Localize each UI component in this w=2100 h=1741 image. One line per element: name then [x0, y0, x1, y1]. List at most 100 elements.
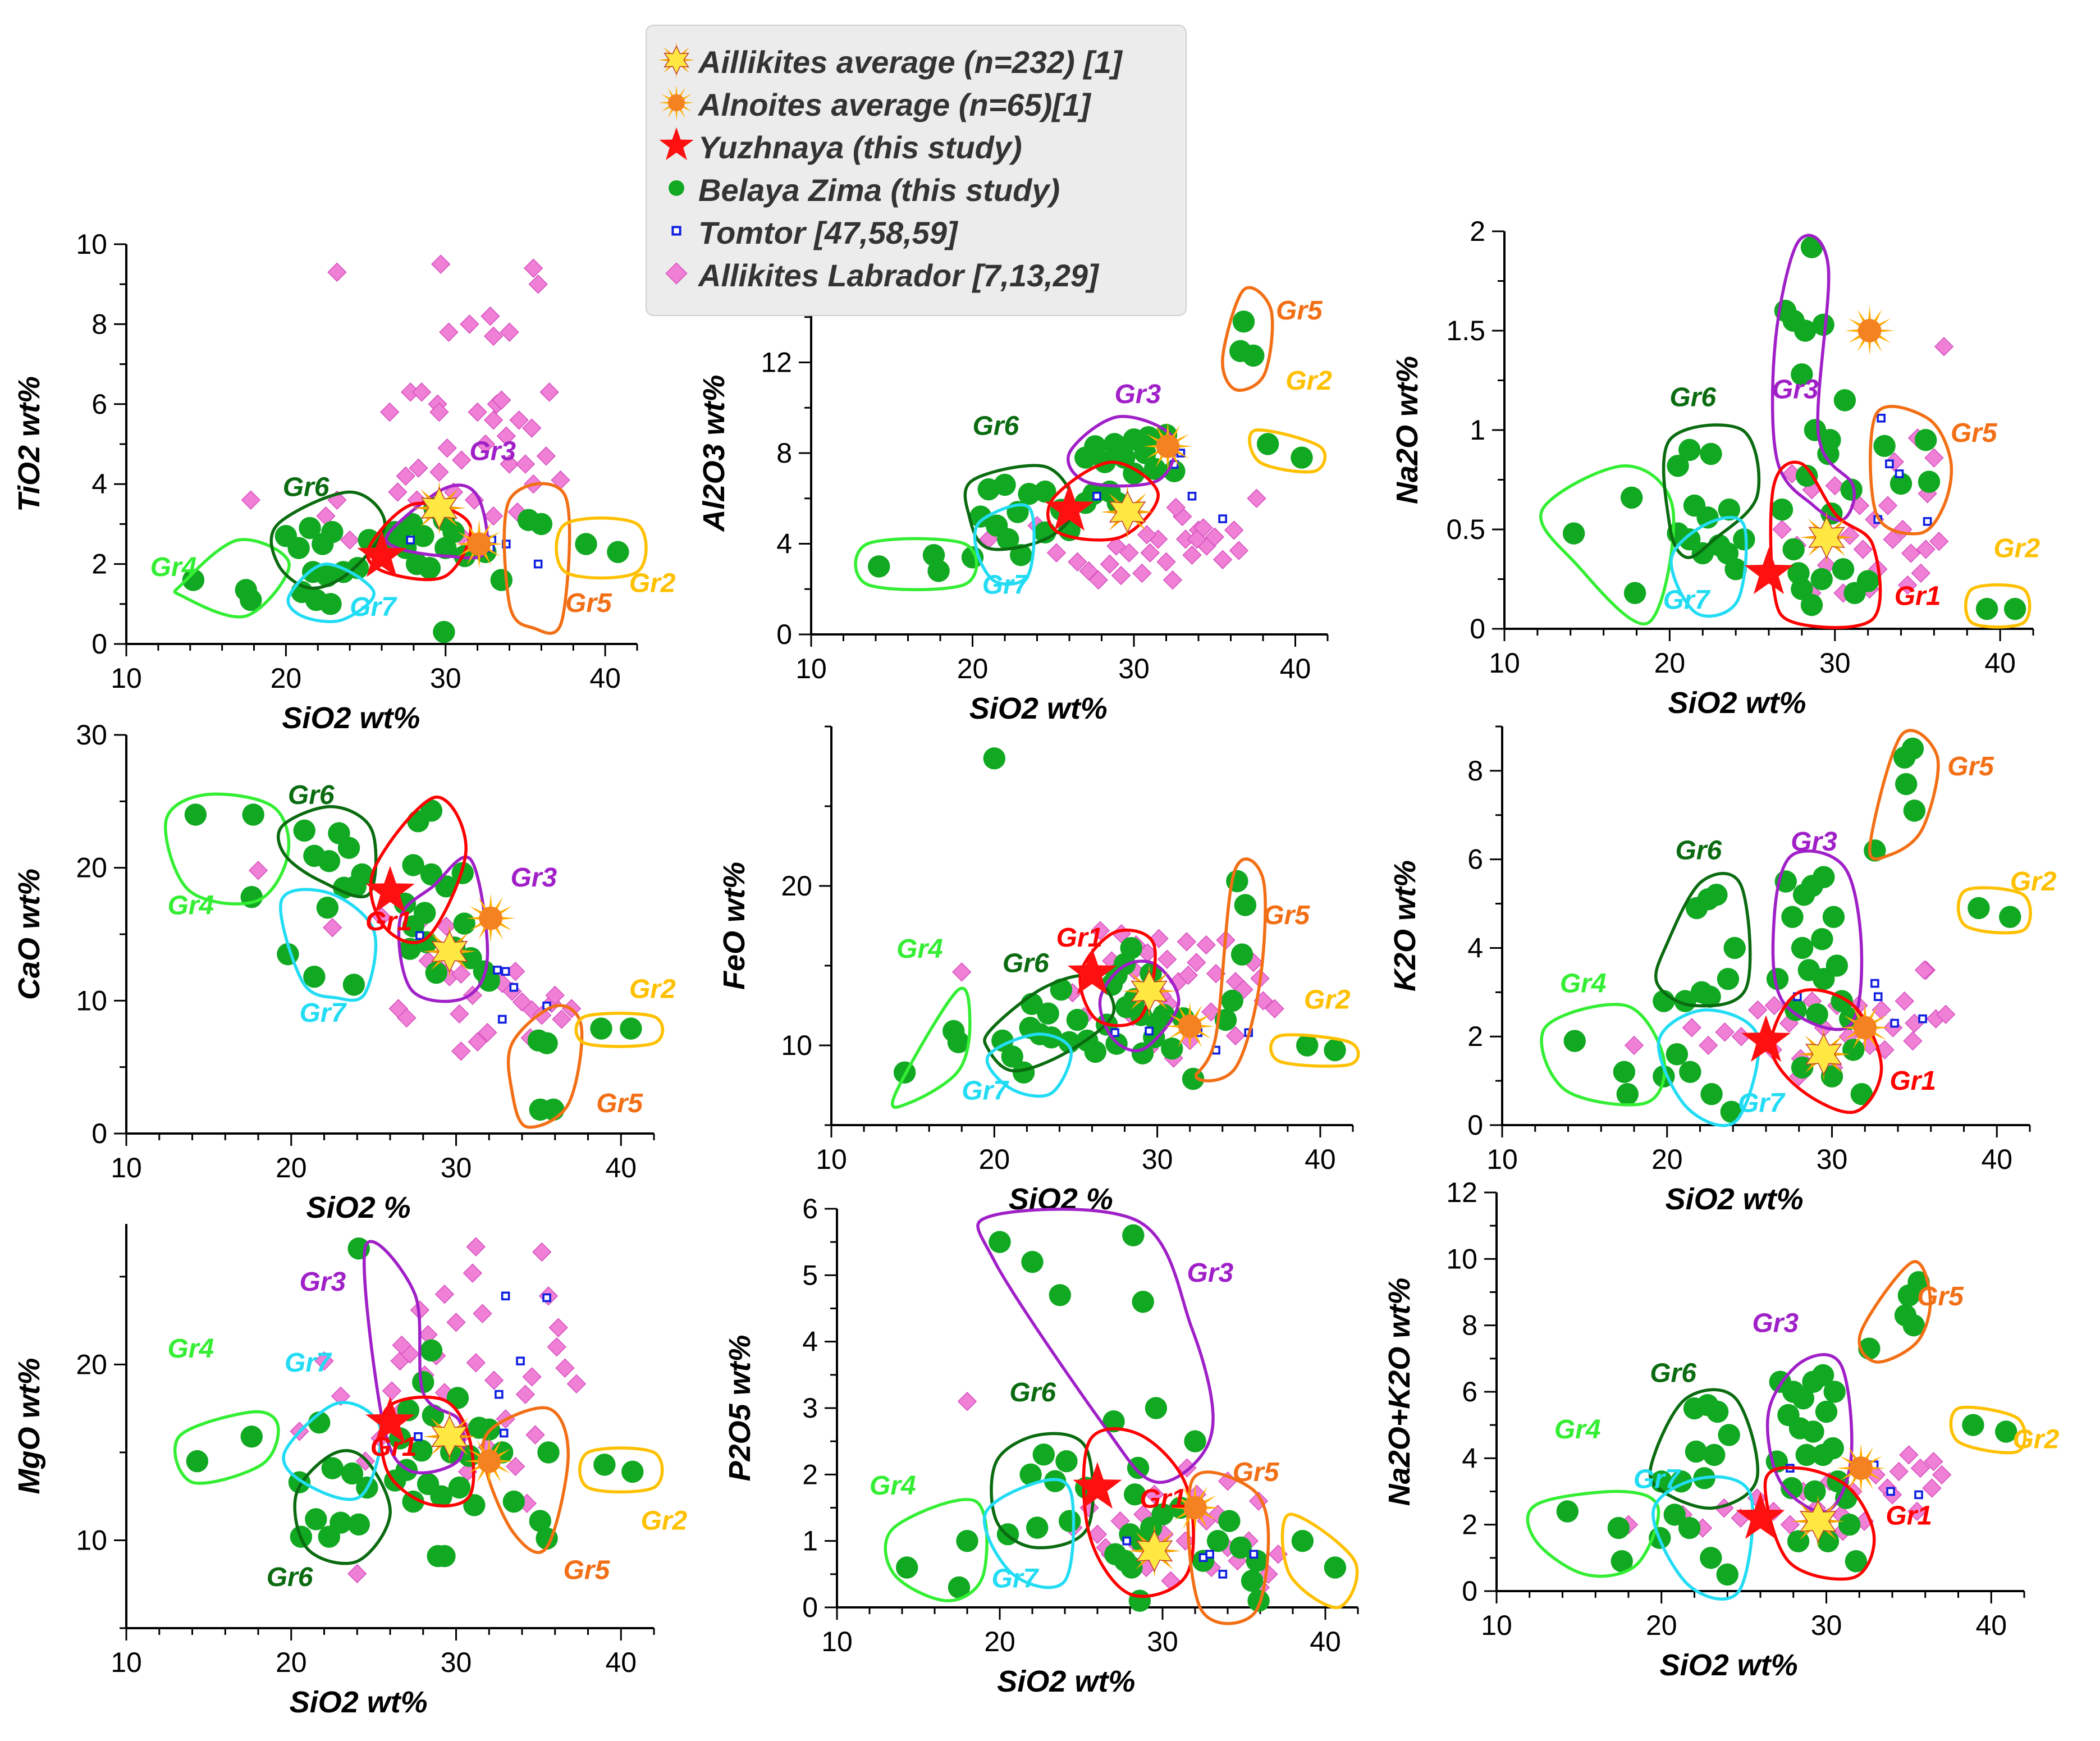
labrador-diamond-marker [1699, 1035, 1718, 1055]
y-tick-label: 0 [1470, 613, 1485, 645]
group-label-gr4: Gr4 [896, 934, 943, 964]
group-label-gr1: Gr1 [1895, 582, 1941, 611]
labrador-diamond-marker [1914, 960, 1934, 980]
aillikite-star-marker [1109, 491, 1146, 533]
group-envelope-gr1 [379, 1395, 475, 1508]
belaya-zima-circle-marker [536, 1032, 558, 1054]
group-envelope-gr7 [1651, 1475, 1755, 1601]
labrador-diamond-marker [483, 410, 504, 430]
x-tick-label: 30 [1811, 1610, 1842, 1641]
labrador-diamond-marker [1907, 1501, 1927, 1521]
belaya-zima-circle-marker [1716, 542, 1739, 565]
labrador-diamond-marker [1111, 565, 1131, 586]
labrador-diamond-marker [1889, 1461, 1909, 1482]
group-label-gr6: Gr6 [973, 412, 1019, 441]
labrador-diamond-marker [548, 1318, 568, 1337]
x-tick-label: 40 [1984, 647, 2016, 679]
belaya-zima-circle-marker [1902, 1314, 1925, 1337]
group-label-gr5: Gr5 [1917, 1282, 1964, 1312]
belaya-zima-circle-marker [184, 803, 207, 826]
belaya-zima-circle-marker [330, 1511, 352, 1534]
belaya-zima-circle-marker [1795, 464, 1818, 487]
aillikite-star-marker [1800, 1500, 1837, 1543]
y-tick-label: 0 [91, 628, 107, 660]
labrador-diamond-marker [1916, 540, 1936, 559]
y-tick-label: 1 [802, 1525, 818, 1557]
y-tick-label: 0 [1467, 1109, 1483, 1141]
group-envelope-gr7 [1657, 1008, 1760, 1127]
labrador-diamond-marker [506, 1456, 525, 1477]
tomtor-square-marker [1187, 491, 1197, 501]
belaya-zima-circle-marker [994, 473, 1016, 496]
belaya-zima-circle-marker [927, 560, 950, 582]
group-envelope-gr1 [1078, 929, 1157, 1027]
belaya-zima-circle-marker [1044, 1470, 1067, 1492]
belaya-zima-circle-marker [1804, 1480, 1826, 1503]
group-envelope-gr5 [1221, 286, 1274, 392]
yuzhnaya-star-marker [1741, 1015, 1791, 1062]
belaya-zima-circle-marker [1055, 1450, 1078, 1473]
belaya-zima-circle-marker [1903, 799, 1926, 822]
labrador-diamond-marker [429, 402, 449, 422]
y-tick-label: 10 [1446, 1243, 1477, 1274]
belaya-zima-circle-marker [1221, 989, 1243, 1012]
belaya-zima-circle-marker [342, 974, 365, 996]
legend-label: Yuzhnaya (this study) [698, 130, 1022, 165]
y-tick-label: 5 [802, 1259, 818, 1291]
labrador-diamond-marker [1145, 1484, 1164, 1505]
belaya-zima-circle-marker [299, 517, 321, 540]
labrador-diamond-marker [1161, 1571, 1181, 1591]
group-label-gr3: Gr3 [1115, 380, 1161, 409]
group-label-gr3: Gr3 [469, 436, 516, 466]
belaya-zima-circle-marker [1040, 1026, 1063, 1049]
labrador-diamond-marker [1247, 488, 1266, 508]
x-tick-label: 10 [111, 662, 142, 694]
x-tick-label: 20 [1651, 1144, 1683, 1175]
belaya-zima-circle-marker [1822, 1437, 1844, 1460]
group-label-gr6: Gr6 [283, 473, 330, 502]
group-label-gr5: Gr5 [1263, 901, 1310, 930]
labrador-diamond-marker [331, 1386, 351, 1406]
starburst-marker-icon [658, 42, 695, 79]
x-tick-label: 20 [276, 1647, 307, 1678]
belaya-zima-circle-marker [1812, 313, 1834, 336]
belaya-zima-circle-marker [434, 537, 457, 559]
belaya-zima-circle-marker [1822, 906, 1845, 928]
labrador-diamond-marker [522, 418, 542, 438]
group-envelope-gr2 [578, 1446, 664, 1494]
belaya-zima-circle-marker [1151, 1503, 1174, 1526]
belaya-zima-circle-marker [1823, 1381, 1846, 1403]
group-envelope-gr2 [1269, 1033, 1360, 1068]
group-envelope-gr7 [286, 562, 376, 623]
belaya-zima-circle-marker [1563, 1030, 1586, 1052]
labrador-diamond-marker [1182, 545, 1202, 565]
alnoite-core-marker [667, 94, 685, 112]
belaya-zima-circle-marker [1791, 363, 1813, 386]
x-tick-label: 30 [1142, 1144, 1173, 1175]
yuzhnaya-star-marker [365, 1396, 415, 1443]
tomtor-square-marker [1870, 979, 1879, 988]
labrador-diamond-marker [1682, 1018, 1701, 1038]
belaya-zima-circle-marker [1873, 435, 1896, 458]
labrador-diamond-marker [468, 1032, 487, 1052]
x-axis-title: SiO2 % [306, 1191, 411, 1224]
y-tick-label: 6 [1467, 844, 1483, 875]
y-tick-label: 4 [1467, 932, 1483, 963]
aillikite-star-marker [431, 930, 468, 973]
group-envelope-gr5 [1857, 1260, 1932, 1364]
labrador-diamond-marker [452, 450, 472, 470]
tomtor-square-marker [1092, 491, 1101, 501]
belaya-zima-circle-marker [1800, 236, 1823, 259]
group-label-gr7: Gr7 [1663, 586, 1711, 615]
tomtor-square-marker [1918, 1014, 1927, 1023]
belaya-zima-circle-marker [1685, 1440, 1708, 1463]
belaya-zima-circle-marker [418, 557, 441, 579]
labrador-diamond-marker [1187, 953, 1206, 972]
labrador-diamond-marker [411, 382, 432, 402]
chart-panel-tio2: 10 20 30 40 0 2 4 6 8 10 SiO2 wt% TiO2 wt% Gr4 Gr6 Gr7… [12, 229, 676, 735]
group-label-gr6: Gr6 [288, 780, 335, 810]
belaya-zima-circle-marker [593, 1454, 616, 1476]
belaya-zima-circle-marker [1037, 1002, 1059, 1025]
legend-entry-belaya-zima: Belaya Zima (this study) [647, 167, 1186, 209]
y-tick-label: 10 [76, 985, 107, 1016]
